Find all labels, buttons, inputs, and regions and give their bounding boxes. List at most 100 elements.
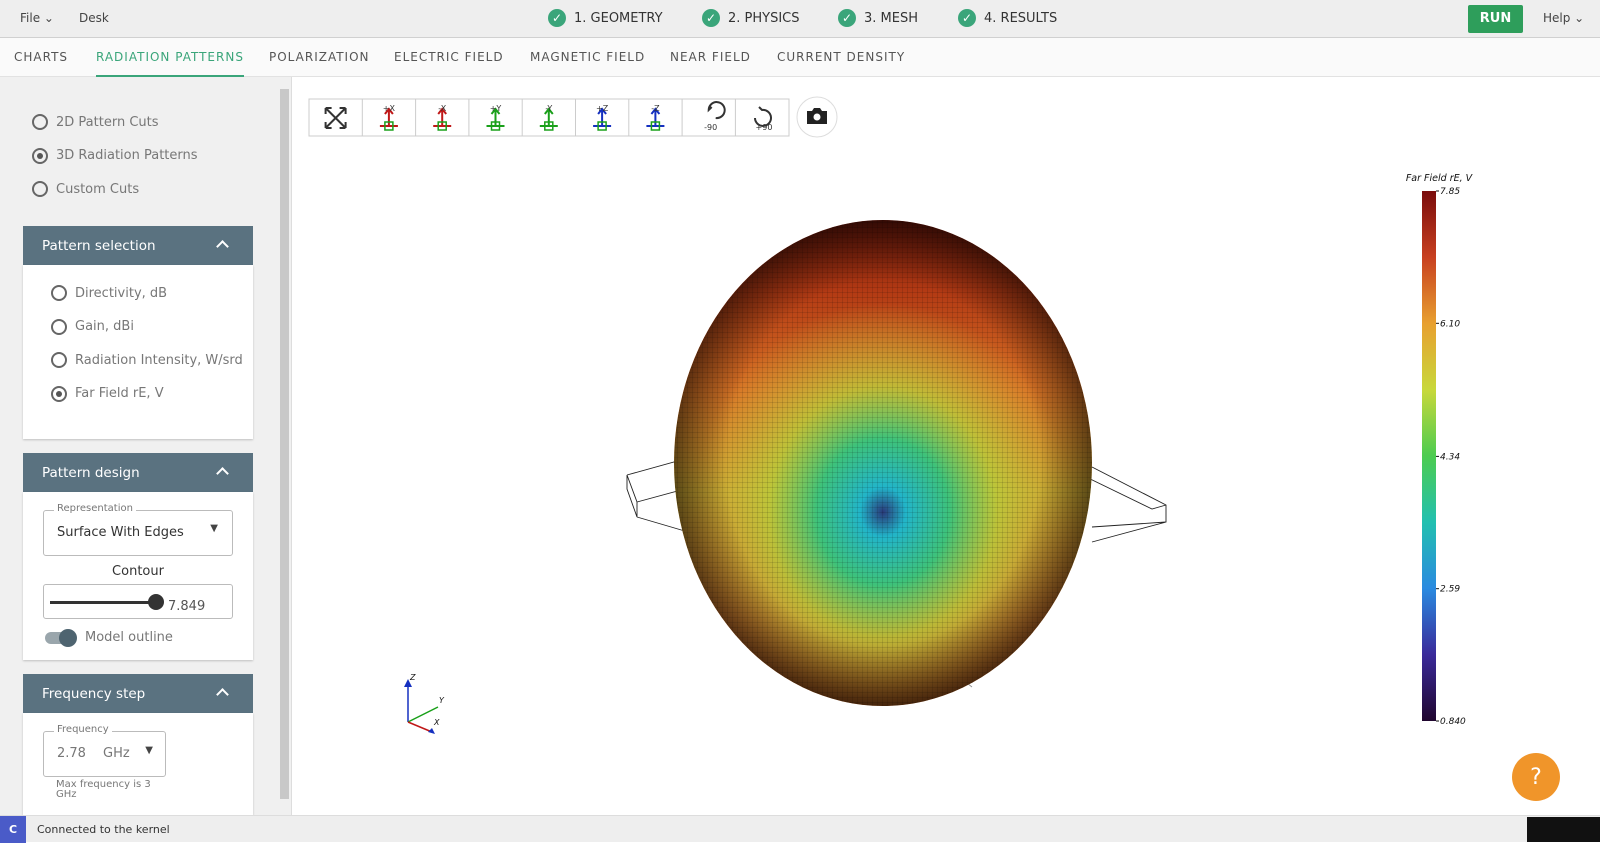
step[interactable]: ✓ 3. MESH bbox=[838, 9, 918, 27]
radio-circle bbox=[32, 181, 48, 197]
step-label: 4. RESULTS bbox=[984, 10, 1058, 26]
field-label: Contour bbox=[112, 564, 164, 579]
view-button[interactable]: +X bbox=[379, 104, 398, 131]
view-button[interactable]: +90 bbox=[754, 106, 772, 132]
radio-label: Gain, dBi bbox=[75, 319, 134, 334]
caret: ▼ bbox=[145, 745, 153, 756]
radio-circle bbox=[51, 352, 67, 368]
console-thumbnail bbox=[1527, 817, 1600, 842]
step[interactable]: ✓ 4. RESULTS bbox=[958, 9, 1057, 27]
tab[interactable]: POLARIZATION bbox=[269, 50, 370, 64]
frequency-unit: GHz bbox=[103, 746, 130, 761]
tab[interactable]: RADIATION PATTERNS bbox=[96, 50, 244, 77]
step-label: 3. MESH bbox=[864, 10, 918, 26]
view-button[interactable]: -90 bbox=[704, 101, 726, 132]
radio[interactable]: Far Field rE, V bbox=[51, 385, 164, 402]
panel-header[interactable]: Frequency step bbox=[23, 674, 253, 713]
run-button[interactable]: RUN bbox=[1468, 5, 1523, 33]
panel-card: Representation Surface With Edges ▼ Cont… bbox=[23, 492, 253, 660]
view-icon bbox=[646, 107, 665, 127]
select[interactable]: Representation Surface With Edges ▼ bbox=[43, 503, 233, 556]
view-icon bbox=[490, 121, 501, 131]
view-label: -Z bbox=[651, 104, 660, 113]
radio[interactable]: Radiation Intensity, W/srd bbox=[51, 352, 243, 368]
panel-header[interactable]: Pattern selection bbox=[23, 226, 253, 265]
colorbar-tick-label: 4.34 bbox=[1440, 452, 1460, 462]
toggle[interactable] bbox=[45, 629, 77, 647]
select[interactable]: Frequency 2.78 GHz ▼ bbox=[43, 724, 166, 777]
colorbar-tick-label: 6.10 bbox=[1440, 319, 1460, 329]
radio-label: Radiation Intensity, W/srd bbox=[75, 352, 243, 368]
tab[interactable]: ELECTRIC FIELD bbox=[394, 50, 504, 64]
radio-label: 2D Pattern Cuts bbox=[56, 114, 159, 130]
desk-menu[interactable]: Desk bbox=[79, 11, 109, 25]
view-button[interactable]: +Z bbox=[593, 104, 612, 131]
colorbar-scale bbox=[1422, 191, 1436, 721]
rotate-icon bbox=[754, 106, 772, 127]
view-button[interactable]: -Z bbox=[646, 104, 665, 131]
radio-circle bbox=[32, 114, 48, 130]
view-label: -X bbox=[438, 104, 446, 113]
menu-label: File bbox=[20, 11, 41, 25]
tab[interactable]: NEAR FIELD bbox=[670, 50, 751, 64]
colorbar-tick-label: 0.840 bbox=[1440, 717, 1466, 727]
slider[interactable]: 7.849 bbox=[43, 584, 233, 619]
field-label: Representation bbox=[54, 503, 136, 514]
radio-label: Custom Cuts bbox=[56, 181, 140, 197]
view-icon bbox=[433, 107, 452, 127]
view-icon bbox=[437, 121, 447, 131]
axes-triad: Z Y X bbox=[404, 673, 445, 734]
help-menu[interactable]: Help ⌄ bbox=[1543, 11, 1585, 25]
axis-label: X bbox=[433, 718, 440, 727]
radio[interactable]: Custom Cuts bbox=[32, 181, 139, 197]
help-button[interactable] bbox=[1512, 753, 1560, 801]
view-label: +X bbox=[383, 104, 396, 113]
file-menu[interactable]: File ⌄ bbox=[20, 11, 54, 25]
radio[interactable]: 2D Pattern Cuts bbox=[32, 114, 159, 130]
view-label: -Y bbox=[545, 104, 552, 113]
top-bar: File ⌄ Desk ✓ 1. GEOMETRY ✓ 2. PHYSICS ✓ 3. M… bbox=[0, 0, 1600, 38]
radio-circle bbox=[51, 285, 67, 301]
panel-card: Frequency 2.78 GHz ▼ Max frequency is 3 … bbox=[23, 713, 253, 815]
viewport: +X -X +Y -Y +Z -Z -90 +90 Far Field rE, V 7.85 6.… bbox=[308, 96, 1560, 801]
view-icon bbox=[650, 121, 661, 131]
tab[interactable]: CURRENT DENSITY bbox=[777, 50, 906, 64]
status-text: Connected to the kernel bbox=[37, 823, 170, 836]
menu-label: Help bbox=[1543, 11, 1571, 25]
radio[interactable]: Gain, dBi bbox=[51, 318, 134, 335]
radio-label: Far Field rE, V bbox=[75, 386, 164, 401]
logo: C bbox=[0, 816, 26, 843]
view-button[interactable]: -X bbox=[433, 104, 452, 131]
view-icon bbox=[593, 107, 612, 127]
radio[interactable]: 3D Radiation Patterns bbox=[32, 147, 198, 164]
tab[interactable]: CHARTS bbox=[14, 50, 69, 64]
panel-card: Directivity, dB Gain, dBi Radiation Intens… bbox=[23, 265, 253, 439]
tab[interactable]: MAGNETIC FIELD bbox=[530, 50, 646, 64]
radio-label: Directivity, dB bbox=[75, 285, 168, 301]
step[interactable]: ✓ 2. PHYSICS bbox=[702, 9, 800, 27]
hint: Max frequency is 3 GHz bbox=[56, 779, 151, 800]
select-value: Surface With Edges bbox=[57, 525, 184, 540]
fit-icon bbox=[324, 107, 347, 129]
colorbar-title: Far Field rE, V bbox=[1406, 173, 1474, 184]
toggle-knob bbox=[59, 629, 77, 647]
side-panel: 2D Pattern Cuts 3D Radiation Patterns Cust… bbox=[0, 77, 292, 815]
radio[interactable]: Directivity, dB bbox=[51, 285, 167, 301]
slider-thumb[interactable] bbox=[148, 594, 164, 610]
radio-circle bbox=[32, 147, 48, 164]
view-button[interactable]: +Y bbox=[486, 104, 505, 131]
view-icon bbox=[597, 121, 607, 131]
view-icon bbox=[486, 107, 505, 127]
colorbar: Far Field rE, V 7.85 6.10 4.34 2.59 0.840 bbox=[1406, 173, 1474, 727]
view-button[interactable]: -Y bbox=[539, 104, 558, 131]
view-toolbar: +X -X +Y -Y +Z -Z -90 +90 bbox=[308, 96, 838, 138]
view-label: -90 bbox=[704, 123, 717, 132]
radiation-pattern bbox=[674, 220, 1092, 706]
scrollbar bbox=[280, 89, 289, 799]
caret: ▼ bbox=[210, 523, 218, 534]
camera-lens bbox=[813, 113, 821, 121]
panel-header[interactable]: Pattern design bbox=[23, 453, 253, 492]
step-check: ✓ bbox=[702, 9, 720, 27]
step[interactable]: ✓ 1. GEOMETRY bbox=[548, 9, 663, 27]
slider-track bbox=[50, 601, 156, 604]
